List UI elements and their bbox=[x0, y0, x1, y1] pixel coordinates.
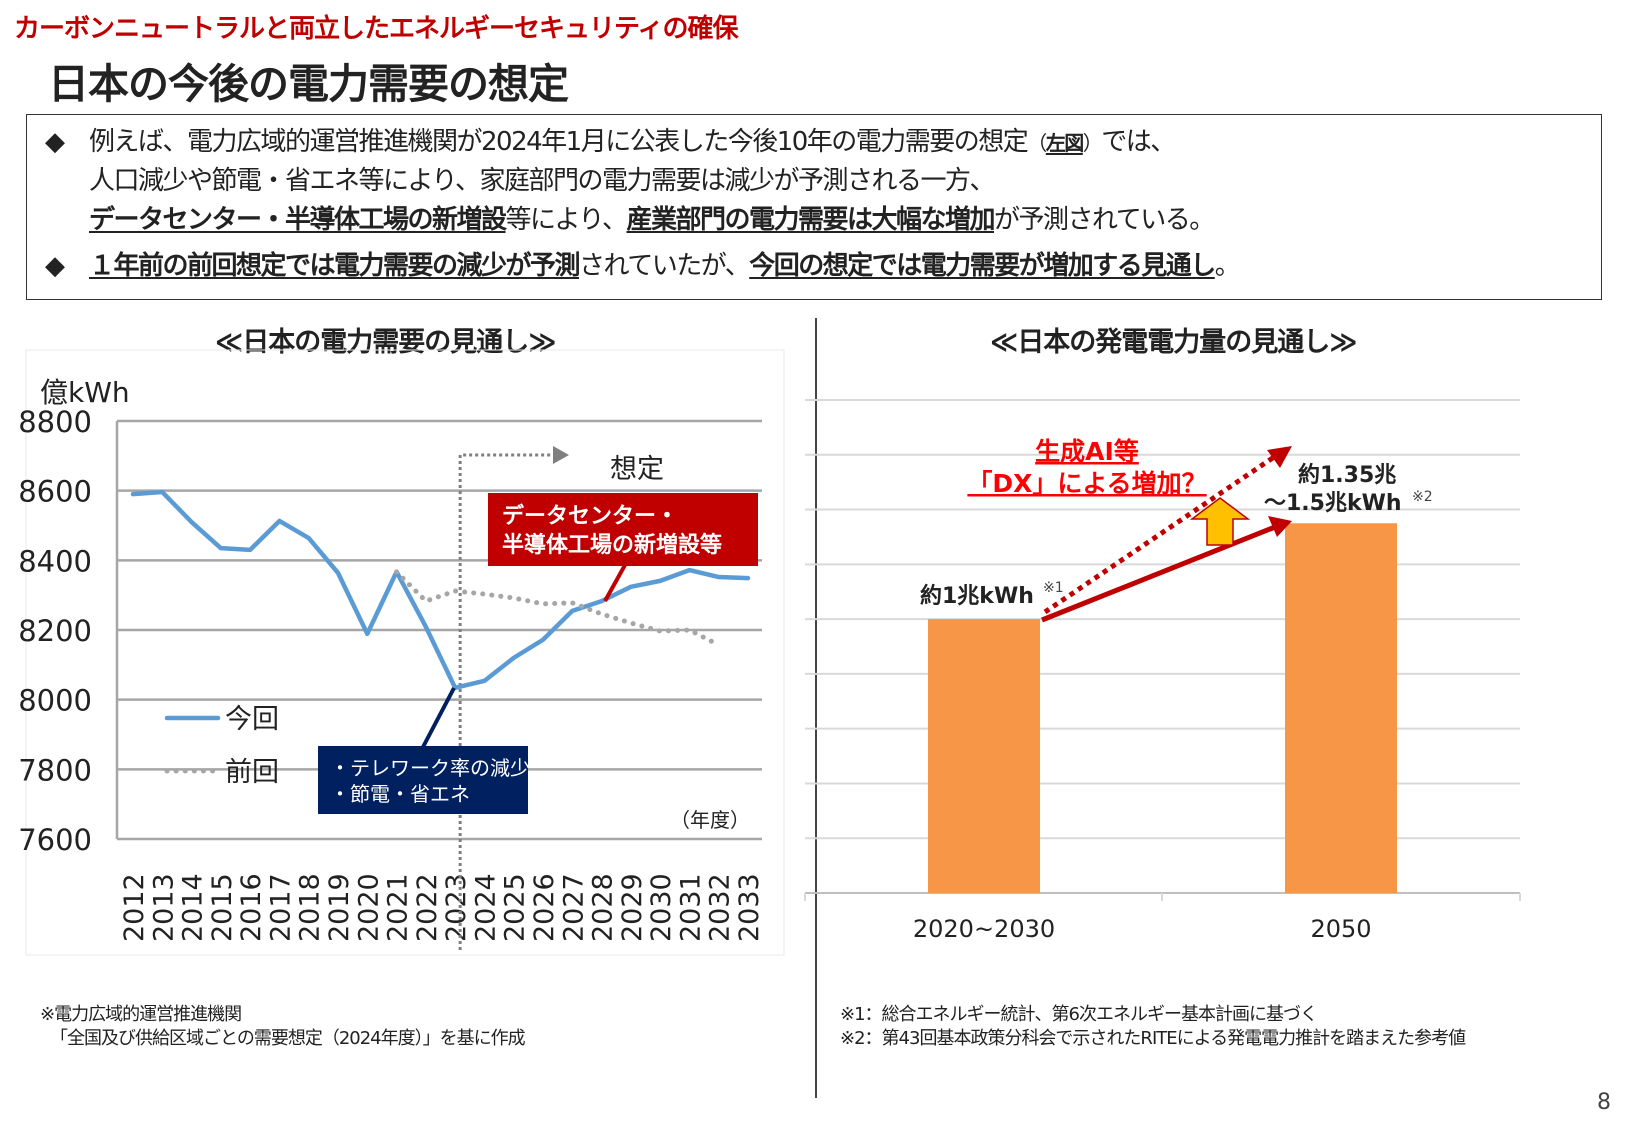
bar bbox=[928, 619, 1040, 893]
x-tick-label: 2013 bbox=[148, 873, 179, 942]
x-tick-label: 2019 bbox=[324, 873, 355, 942]
right-chart-title: ≪日本の発電電力量の見通し≫ bbox=[990, 327, 1358, 358]
x-tick-label: 2033 bbox=[734, 873, 765, 942]
text: が予測されている。 bbox=[993, 205, 1215, 235]
data-label: 約1.35兆 bbox=[1298, 462, 1396, 488]
x-tick-label: 2014 bbox=[178, 873, 209, 942]
plot-frame bbox=[25, 349, 785, 956]
dc-callout-box bbox=[488, 493, 758, 566]
page-number: 8 bbox=[1597, 1090, 1611, 1115]
x-tick-label: 2021 bbox=[383, 873, 414, 942]
diamond-bullet-icon: ◆ bbox=[45, 251, 65, 281]
text: 。 bbox=[1214, 251, 1241, 281]
emphasis: 今回の想定では電力需要が増加する見通し bbox=[749, 251, 1216, 281]
x-tick-label: 2020~2030 bbox=[913, 915, 1055, 943]
arrow-right-icon bbox=[553, 446, 569, 464]
x-tick-label: 2025 bbox=[500, 873, 531, 942]
dc-callout-text: データセンター・ bbox=[502, 503, 678, 529]
y-tick-label: 8800 bbox=[18, 405, 92, 439]
text: では、 bbox=[1101, 127, 1176, 157]
figure-reference: 左図 bbox=[1045, 131, 1085, 155]
left-source-note-1: ※電力広域的運営推進機関 bbox=[40, 1004, 242, 1025]
text: されていたが、 bbox=[579, 251, 751, 281]
y-tick-label: 8400 bbox=[18, 544, 92, 578]
emphasis: データセンター・半導体工場の新増設 bbox=[89, 205, 507, 235]
legend-label: 今回 bbox=[225, 704, 279, 735]
data-label: 約1兆kWh bbox=[920, 583, 1034, 609]
right-note-1: ※1：総合エネルギー統計、第6次エネルギー基本計画に基づく bbox=[840, 1004, 1318, 1025]
x-tick-label: 2012 bbox=[119, 873, 150, 942]
x-tick-label: 2015 bbox=[207, 873, 238, 942]
series-line-0 bbox=[130, 489, 751, 691]
text: ） bbox=[1082, 131, 1103, 155]
telework-callout-box bbox=[318, 746, 528, 814]
dc-callout-text: 半導体工場の新増設等 bbox=[502, 532, 722, 558]
x-tick-label: 2017 bbox=[265, 873, 296, 942]
text: 等により、 bbox=[505, 205, 628, 235]
x-tick-label: 2026 bbox=[529, 873, 560, 942]
y-tick-label: 7600 bbox=[18, 823, 92, 857]
left-chart-title: ≪日本の電力需要の見通し≫ bbox=[215, 327, 557, 358]
x-tick-label: 2028 bbox=[588, 873, 619, 942]
text: 例えば、電力広域的運営推進機関が2024年1月に公表した今後10年の電力需要の想… bbox=[89, 127, 1029, 157]
data-label-footnote: ※1 bbox=[1043, 580, 1064, 596]
legend-label: 前回 bbox=[225, 757, 279, 788]
y-tick-label: 7800 bbox=[18, 753, 92, 787]
bullet-1-line-3: データセンター・半導体工場の新増設等により、産業部門の電力需要は大幅な増加が予測… bbox=[89, 199, 1215, 236]
arrow-head-icon bbox=[1267, 446, 1292, 468]
dx-trend-arrow bbox=[1043, 452, 1279, 615]
y-tick-label: 8200 bbox=[18, 614, 92, 648]
x-tick-label: 2050 bbox=[1310, 915, 1371, 943]
summary-box: ◆ 例えば、電力広域的運営推進機関が2024年1月に公表した今後10年の電力需要の… bbox=[26, 114, 1602, 300]
y-tick-label: 8600 bbox=[18, 475, 92, 509]
page-title: 日本の今後の電力需要の想定 bbox=[48, 60, 569, 108]
x-tick-label: 2023 bbox=[441, 873, 472, 942]
bar bbox=[1285, 523, 1397, 893]
emphasis: 産業部門の電力需要は大幅な増加 bbox=[626, 205, 995, 235]
forecast-label: 想定 bbox=[610, 454, 664, 485]
right-note-2: ※2：第43回基本政策分科会で示されたRITEによる発電電力推計を踏まえた参考値 bbox=[840, 1028, 1466, 1049]
x-tick-label: 2022 bbox=[412, 873, 443, 942]
x-tick-label: 2032 bbox=[705, 873, 736, 942]
text: （ bbox=[1027, 131, 1047, 155]
x-axis-label: （年度） bbox=[670, 808, 750, 832]
left-source-note-2: 「全国及び供給区域ごとの需要想定（2024年度）」を基に作成 bbox=[50, 1028, 526, 1049]
telework-callout-text: ・テレワーク率の減少 bbox=[330, 756, 530, 780]
y-axis-label: 億kWh bbox=[40, 376, 130, 409]
arrow-head-icon bbox=[1268, 516, 1292, 537]
callout-leader bbox=[603, 564, 627, 602]
x-tick-label: 2030 bbox=[646, 873, 677, 942]
section-subtitle: カーボンニュートラルと両立したエネルギーセキュリティの確保 bbox=[14, 14, 738, 44]
x-tick-label: 2020 bbox=[353, 873, 384, 942]
diamond-bullet-icon: ◆ bbox=[45, 127, 65, 157]
x-tick-label: 2027 bbox=[558, 873, 589, 942]
data-label: ～1.5兆kWh bbox=[1264, 491, 1402, 516]
generation-bar-chart: 2020~2030 2050 約1兆kWh ※1 約1.35兆 ～1.5兆kWh ※2 生成A… bbox=[804, 399, 1521, 943]
panel-divider bbox=[815, 318, 817, 1098]
dx-annotation-line-2: 「DX」による増加？ bbox=[967, 469, 1206, 498]
data-label-footnote: ※2 bbox=[1412, 489, 1433, 505]
dx-annotation-line-1: 生成AI等 bbox=[1035, 437, 1139, 466]
x-tick-label: 2024 bbox=[470, 873, 501, 942]
telework-callout-text: ・節電・省エネ bbox=[330, 782, 470, 806]
trend-arrow bbox=[1041, 524, 1276, 623]
up-arrow-icon bbox=[1189, 497, 1251, 546]
emphasis: １年前の前回想定では電力需要の減少が予測 bbox=[89, 251, 581, 281]
x-tick-label: 2018 bbox=[295, 873, 326, 942]
bullet-1-line-1: ◆ 例えば、電力広域的運営推進機関が2024年1月に公表した今後10年の電力需要の… bbox=[45, 121, 1176, 158]
y-tick-label: 8000 bbox=[18, 684, 92, 718]
x-tick-label: 2029 bbox=[617, 873, 648, 942]
x-tick-label: 2031 bbox=[675, 873, 706, 942]
x-tick-label: 2016 bbox=[236, 873, 267, 942]
callout-leader bbox=[421, 687, 456, 748]
bullet-1-line-2: 人口減少や節電・省エネ等により、家庭部門の電力需要は減少が予測される一方、 bbox=[89, 166, 995, 196]
bullet-2: ◆ １年前の前回想定では電力需要の減少が予測されていたが、今回の想定では電力需要が… bbox=[45, 245, 1241, 282]
